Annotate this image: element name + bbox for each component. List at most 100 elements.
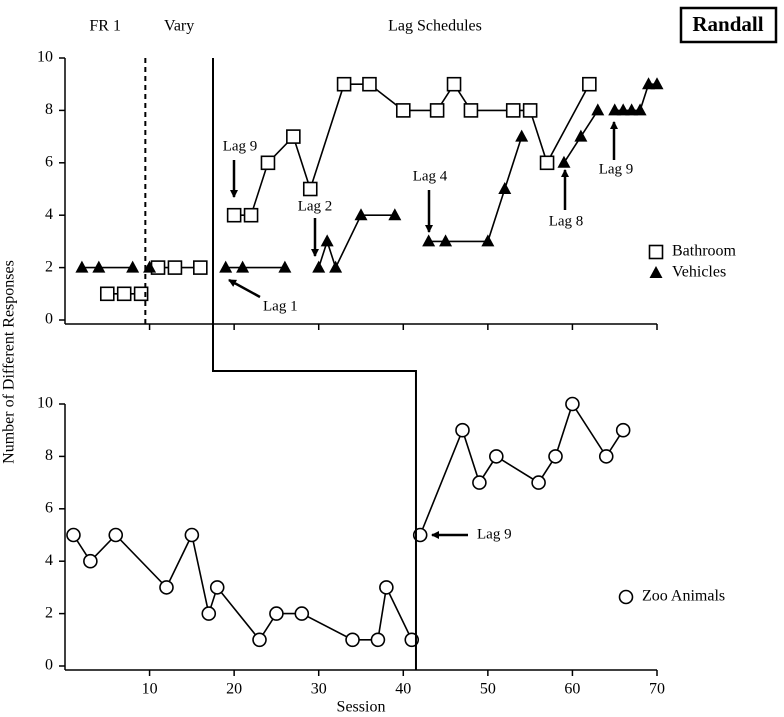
x-tick-label: 60 [564, 681, 580, 698]
y-tick-label: 8 [45, 447, 53, 464]
x-tick-label: 40 [395, 681, 411, 698]
square-marker [362, 76, 377, 92]
square-marker [167, 260, 183, 275]
annotation: Lag 9 [599, 161, 634, 177]
circle-marker [184, 527, 200, 543]
y-tick-label: 10 [37, 49, 53, 66]
circle-marker [531, 475, 546, 490]
triangle-marker [236, 260, 250, 273]
triangle-marker [439, 234, 453, 247]
triangle-marker [642, 77, 656, 90]
square-marker [505, 103, 521, 118]
square-marker [582, 76, 597, 92]
circle-marker [83, 553, 98, 569]
x-axis-label: Session [337, 699, 386, 716]
circle-marker [108, 527, 124, 543]
y-tick-label: 0 [45, 657, 53, 674]
y-tick-label: 4 [45, 206, 53, 223]
circle-marker [269, 606, 284, 621]
annotation: Lag 1 [263, 298, 298, 314]
circle-marker [455, 422, 470, 438]
triangle-marker [329, 260, 343, 273]
y-tick-label: 2 [45, 258, 53, 275]
annotation: Lag 2 [298, 198, 333, 214]
triangle-marker [422, 234, 436, 247]
triangle-marker [312, 260, 326, 273]
legend-label: Bathroom [672, 243, 737, 260]
triangle-marker [633, 103, 647, 116]
square-marker [446, 76, 462, 92]
y-axis-label: Number of Different Responses [1, 260, 18, 464]
circle-marker [598, 449, 614, 464]
annotation: Lag 8 [549, 213, 584, 229]
square-marker [133, 286, 149, 302]
square-marker [302, 181, 318, 197]
circle-marker [565, 396, 580, 412]
square-marker [193, 260, 208, 275]
circle-marker [548, 449, 563, 464]
triangle-marker [481, 234, 495, 247]
annotation: Lag 9 [477, 526, 512, 542]
x-tick-label: 10 [142, 681, 158, 698]
participant-box [679, 6, 778, 44]
triangle-marker [625, 103, 639, 116]
triangle-marker [591, 103, 605, 116]
circle-marker [66, 527, 81, 543]
triangle-marker [354, 208, 368, 221]
circle-marker [159, 580, 174, 595]
triangle-marker [574, 129, 588, 142]
triangle-marker [616, 103, 630, 116]
annotation: Lag 9 [223, 138, 258, 154]
triangle-marker [278, 260, 292, 273]
phase-change-staircase [212, 58, 417, 670]
annotation: Lag 4 [413, 168, 448, 184]
circle-marker [252, 632, 267, 648]
square-marker [116, 286, 132, 302]
circle-marker [615, 422, 631, 438]
square-marker [243, 207, 259, 223]
legend-marker [648, 244, 664, 260]
triangle-marker [320, 234, 334, 247]
y-tick-label: 2 [45, 604, 53, 621]
circle-marker [294, 606, 310, 621]
y-tick-label: 10 [37, 395, 53, 412]
square-marker [99, 286, 115, 302]
triangle-marker [388, 208, 402, 221]
circle-marker [209, 580, 225, 595]
triangle-marker [557, 155, 571, 168]
square-marker [336, 76, 352, 92]
square-marker [226, 207, 242, 223]
circle-marker [489, 449, 504, 464]
phase-label: FR 1 [89, 18, 121, 35]
square-marker [429, 103, 445, 118]
triangle-marker [650, 77, 664, 90]
triangle-marker [608, 103, 622, 116]
circle-marker [201, 606, 217, 621]
legend-marker [618, 589, 634, 605]
phase-label: Lag Schedules [388, 18, 482, 35]
phase-label: Vary [164, 18, 194, 35]
x-tick-label: 20 [226, 681, 242, 698]
square-marker [286, 129, 301, 144]
square-marker [463, 103, 479, 118]
series-line [81, 83, 657, 270]
y-tick-label: 6 [45, 153, 53, 170]
legend-marker [649, 266, 663, 278]
circle-marker [472, 475, 487, 490]
triangle-marker [498, 182, 512, 194]
x-tick-label: 30 [311, 681, 327, 698]
x-tick-label: 70 [649, 681, 665, 698]
participant-label: Randall [692, 12, 763, 36]
y-tick-label: 4 [45, 552, 53, 569]
square-marker [522, 103, 538, 118]
triangle-marker [219, 260, 233, 273]
series-line [72, 402, 624, 642]
y-tick-label: 8 [45, 101, 53, 118]
triangle-marker [75, 260, 89, 273]
circle-marker [345, 632, 360, 648]
legend-label: Vehicles [672, 264, 726, 281]
triangle-marker [92, 260, 106, 273]
annotation-arrow [228, 278, 261, 299]
square-marker [395, 103, 411, 118]
